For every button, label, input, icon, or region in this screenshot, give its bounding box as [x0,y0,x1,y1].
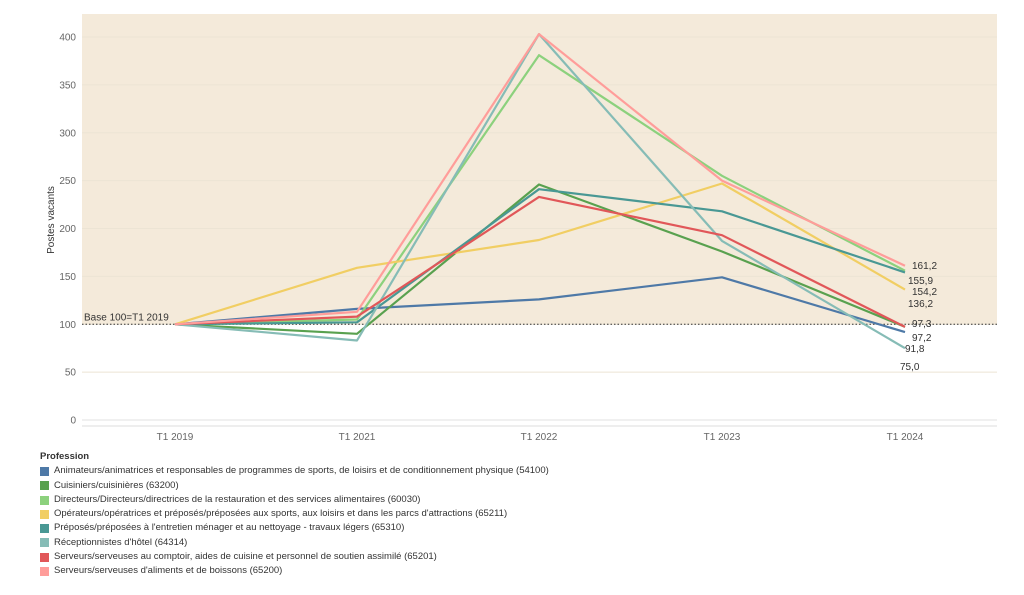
legend-swatch [40,538,49,548]
legend-item[interactable]: Animateurs/animatrices et responsables d… [40,464,549,478]
series-line-2 [174,54,906,326]
end-label-1: 97,3 [912,319,932,330]
y-tick-label: 250 [59,176,76,187]
x-tick-label: T1 2024 [887,432,924,443]
legend-label: Serveurs/serveuses au comptoir, aides de… [54,551,437,563]
series-lines [174,32,906,350]
legend-swatch [40,567,49,577]
y-tick-label: 300 [59,128,76,139]
legend-swatch [40,481,49,491]
series-line-3 [174,182,906,326]
series-line-6 [174,195,906,328]
legend-swatch [40,509,49,519]
x-axis-ticks: T1 2019 T1 2021 T1 2022 T1 2023 T1 2024 [157,432,924,443]
end-label-5: 75,0 [900,362,920,373]
y-tick-label: 350 [59,80,76,91]
legend-label: Animateurs/animatrices et responsables d… [54,465,549,477]
legend-label: Cuisiniers/cuisinières (63200) [54,479,179,491]
x-tick-label: T1 2019 [157,432,194,443]
y-axis-label: Postes vacants [46,186,57,254]
legend-items: Animateurs/animatrices et responsables d… [40,464,549,578]
shaded-region-above-base [82,14,997,325]
y-tick-label: 50 [65,368,77,379]
y-tick-label: 400 [59,33,76,44]
legend-swatch [40,524,49,534]
x-tick-label: T1 2023 [704,432,741,443]
legend-label: Réceptionnistes d'hôtel (64314) [54,536,188,548]
end-label-2: 155,9 [908,276,933,287]
end-label-0: 91,8 [905,344,925,355]
legend-item[interactable]: Opérateurs/opératrices et préposés/prépo… [40,507,549,521]
x-tick-label: T1 2022 [521,432,558,443]
y-tick-label: 0 [70,416,76,427]
legend-item[interactable]: Réceptionnistes d'hôtel (64314) [40,536,549,550]
series-line-7 [174,32,906,326]
legend-swatch [40,466,49,476]
legend-item[interactable]: Préposés/préposées à l'entretien ménager… [40,521,549,535]
legend-item[interactable]: Directeurs/Directeurs/directrices de la … [40,493,549,507]
y-axis-ticks: 0 50 100 150 200 250 300 350 400 [59,33,76,427]
legend-label: Opérateurs/opératrices et préposés/prépo… [54,508,508,520]
legend-label: Préposés/préposées à l'entretien ménager… [54,522,405,534]
end-label-7: 161,2 [912,261,937,272]
legend-item[interactable]: Serveurs/serveuses d'aliments et de bois… [40,564,549,578]
legend-item[interactable]: Serveurs/serveuses au comptoir, aides de… [40,550,549,564]
legend-title: Profession [40,451,90,462]
y-tick-label: 150 [59,272,76,283]
y-tick-label: 100 [59,320,76,331]
legend-label: Directeurs/Directeurs/directrices de la … [54,493,421,505]
x-tick-label: T1 2021 [339,432,376,443]
series-line-0 [174,276,906,334]
base-100-label: Base 100=T1 2019 [84,312,169,323]
y-tick-label: 200 [59,224,76,235]
end-label-6: 97,2 [912,333,932,344]
legend-label: Serveurs/serveuses d'aliments et de bois… [54,565,283,577]
legend-swatch [40,552,49,562]
series-line-4 [174,188,906,326]
end-label-4: 154,2 [912,287,937,298]
end-label-3: 136,2 [908,299,933,310]
legend-item[interactable]: Cuisiniers/cuisinières (63200) [40,479,549,493]
legend: Profession Animateurs/animatrices et res… [40,450,549,579]
legend-swatch [40,495,49,505]
